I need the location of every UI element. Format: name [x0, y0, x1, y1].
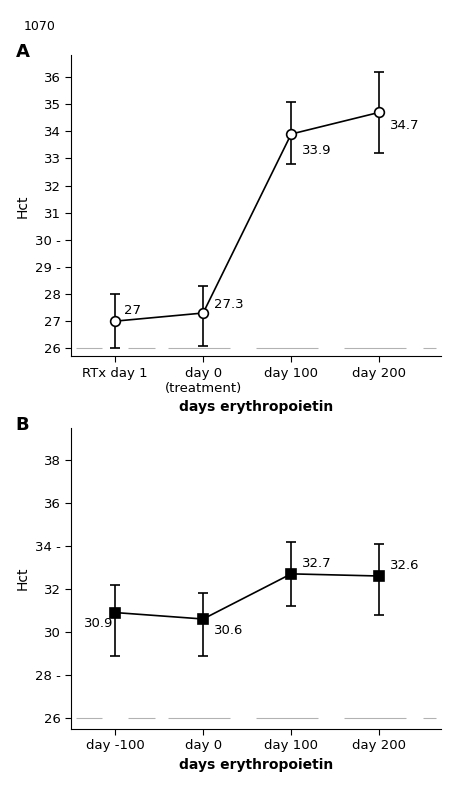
Text: 30.6: 30.6 — [214, 624, 243, 638]
Y-axis label: Hct: Hct — [15, 194, 29, 218]
Text: 27.3: 27.3 — [214, 299, 243, 311]
Text: A: A — [16, 44, 29, 62]
Text: B: B — [16, 416, 29, 434]
X-axis label: days erythropoietin: days erythropoietin — [179, 758, 333, 771]
Y-axis label: Hct: Hct — [15, 566, 29, 590]
Text: 32.7: 32.7 — [302, 557, 331, 569]
Text: 27: 27 — [124, 304, 141, 317]
Text: 30.9: 30.9 — [84, 617, 114, 630]
Text: 34.7: 34.7 — [390, 120, 419, 132]
Text: 33.9: 33.9 — [302, 144, 331, 157]
Text: 32.6: 32.6 — [390, 559, 419, 572]
X-axis label: days erythropoietin: days erythropoietin — [179, 401, 333, 414]
Text: 1070: 1070 — [24, 20, 55, 32]
